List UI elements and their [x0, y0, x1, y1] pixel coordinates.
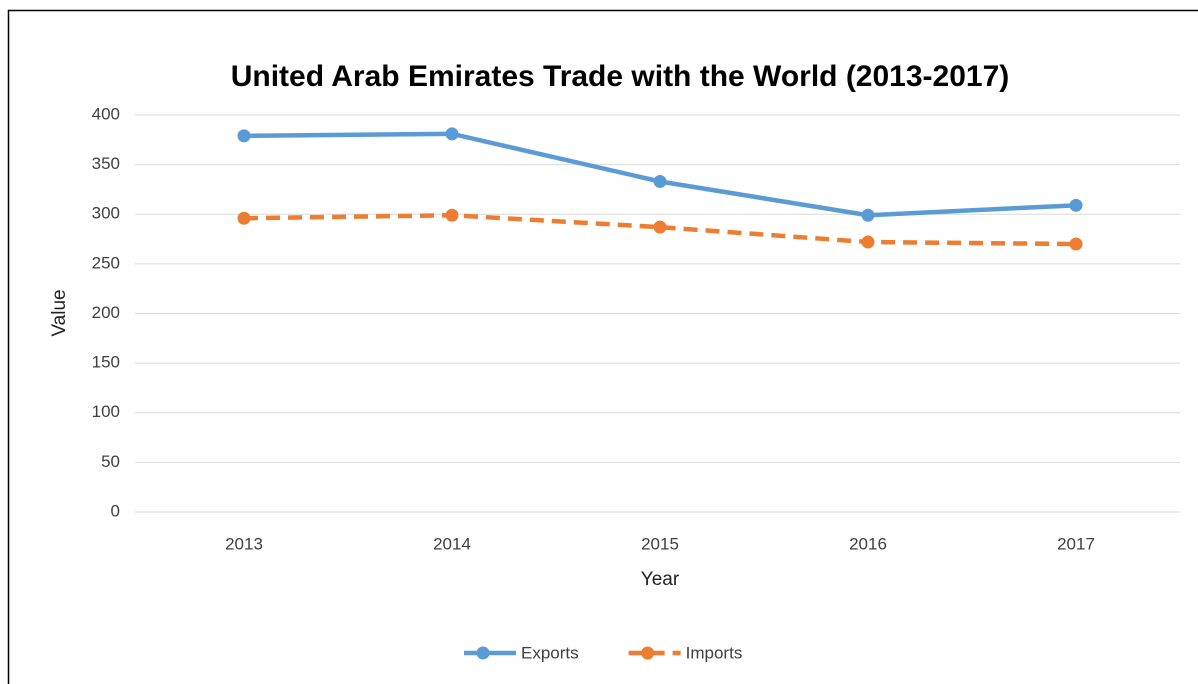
- y-tick-label: 400: [92, 104, 120, 123]
- legend-label: Exports: [521, 643, 579, 662]
- legend-marker: [641, 646, 655, 660]
- data-point: [653, 174, 667, 188]
- data-point: [237, 129, 251, 143]
- legend-label: Imports: [686, 643, 743, 662]
- legend-marker: [476, 646, 490, 660]
- data-point: [1069, 237, 1083, 251]
- data-point: [653, 220, 667, 234]
- data-point: [237, 211, 251, 225]
- data-point: [445, 208, 459, 222]
- x-tick-label: 2015: [641, 534, 679, 553]
- chart-border: [7, 9, 1198, 684]
- y-tick-label: 0: [111, 501, 120, 520]
- data-point: [445, 127, 459, 141]
- y-tick-label: 350: [92, 154, 120, 173]
- x-tick-label: 2017: [1057, 534, 1095, 553]
- x-tick-label: 2016: [849, 534, 887, 553]
- chart-title: United Arab Emirates Trade with the Worl…: [231, 60, 1010, 93]
- y-tick-label: 150: [92, 353, 120, 372]
- y-tick-label: 100: [92, 402, 120, 421]
- y-tick-label: 300: [92, 204, 120, 223]
- y-tick-label: 250: [92, 253, 120, 272]
- x-axis-title: Year: [641, 569, 680, 590]
- data-point: [861, 208, 875, 222]
- x-tick-label: 2013: [225, 534, 263, 553]
- data-point: [861, 235, 875, 249]
- y-tick-label: 200: [92, 303, 120, 322]
- x-tick-label: 2014: [433, 534, 471, 553]
- series-line: [243, 212, 1077, 247]
- data-point: [1069, 198, 1083, 212]
- y-axis-title: Value: [49, 289, 70, 336]
- y-tick-label: 50: [101, 452, 120, 471]
